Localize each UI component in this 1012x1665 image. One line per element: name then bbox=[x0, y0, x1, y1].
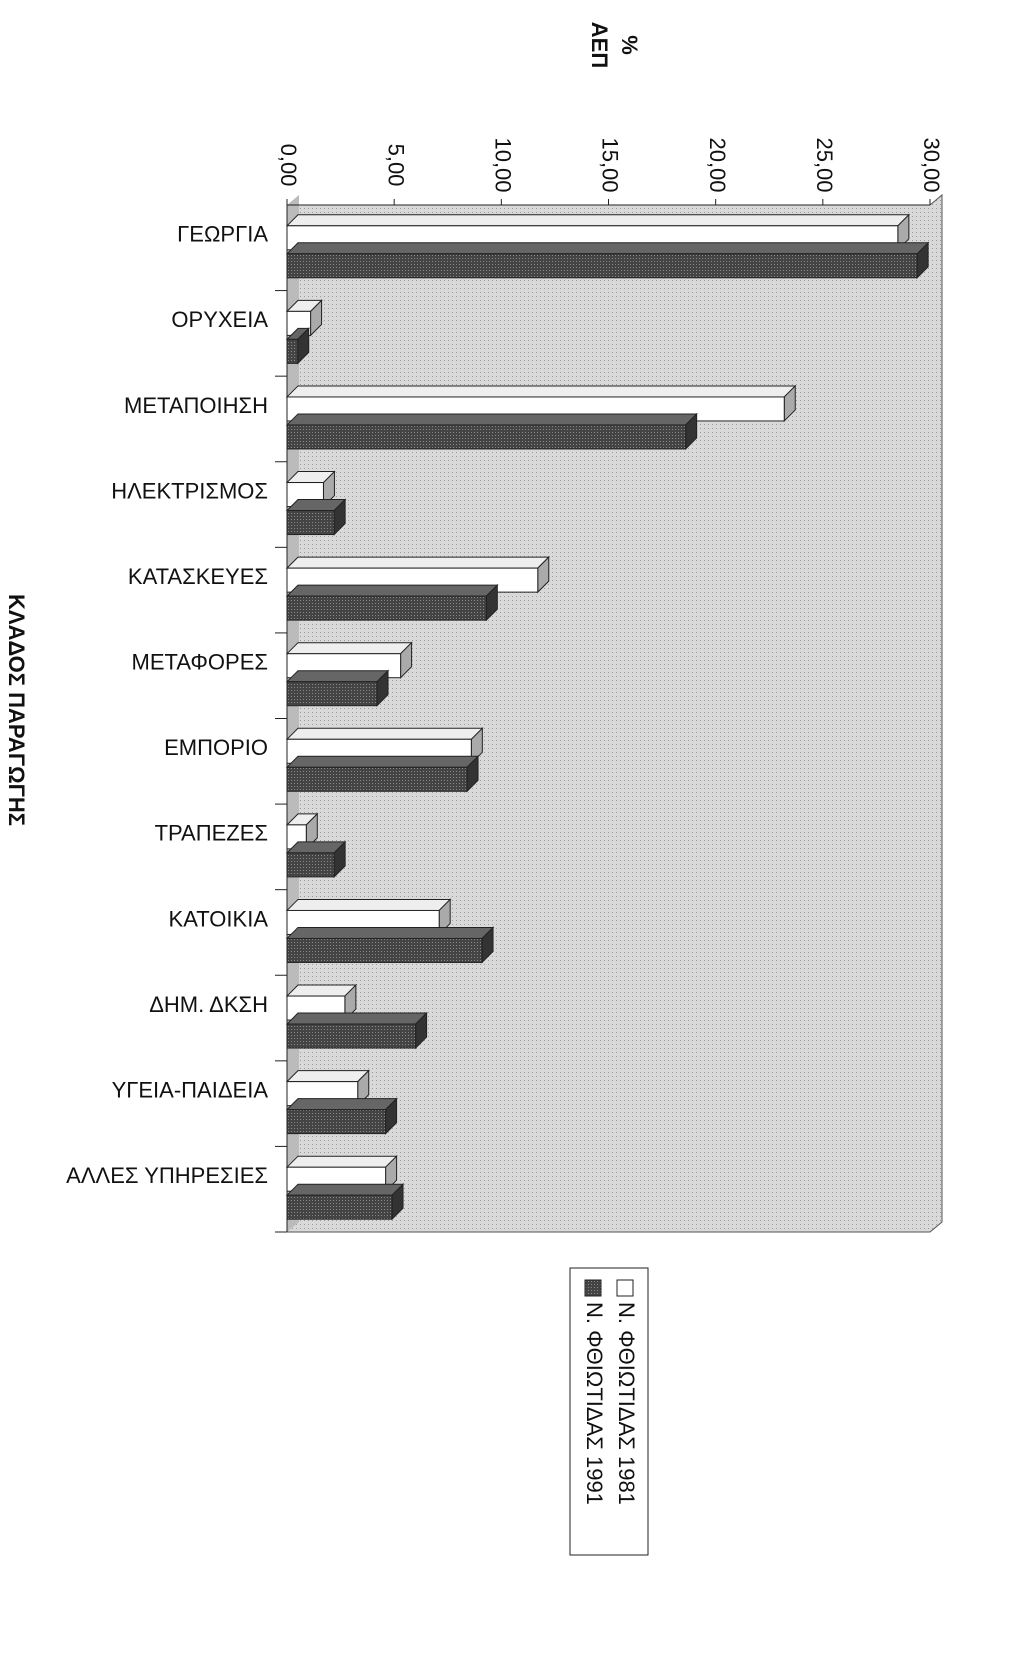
x-tick-label: ΜΕΤΑΠΟΙΗΣΗ bbox=[124, 393, 268, 418]
plot-wall bbox=[287, 195, 299, 1232]
legend-swatch bbox=[584, 1279, 602, 1297]
x-tick-label: ΚΑΤΑΣΚΕΥΕΣ bbox=[128, 564, 268, 589]
bar bbox=[286, 424, 687, 450]
bar bbox=[286, 937, 483, 963]
bar-top bbox=[285, 1098, 398, 1111]
bar bbox=[286, 766, 468, 792]
x-tick-label: ΑΛΛΕΣ ΥΠΗΡΕΣΙΕΣ bbox=[66, 1163, 268, 1188]
bar-top bbox=[285, 556, 550, 569]
bar bbox=[286, 852, 335, 878]
bar-top bbox=[285, 214, 911, 227]
y-tick-label: 25,00 bbox=[812, 137, 837, 192]
bar bbox=[286, 1109, 387, 1135]
legend-label: Ν. ΦΘΙΩΤΙΔΑΣ 1991 bbox=[582, 1302, 607, 1505]
bar bbox=[286, 1194, 393, 1220]
y-tick-label: 20,00 bbox=[705, 137, 730, 192]
bar-top bbox=[285, 898, 452, 911]
bar bbox=[286, 681, 378, 707]
bar-top bbox=[285, 385, 797, 398]
bar-top bbox=[285, 755, 480, 768]
bar bbox=[286, 1023, 417, 1049]
x-axis-label: ΚΛΑΔΟΣ ΠΑΡΑΓΩΓΗΣ bbox=[4, 594, 29, 826]
y-tick-label: 0,00 bbox=[276, 144, 301, 187]
x-tick-label: ΕΜΠΟΡΙΟ bbox=[164, 735, 268, 760]
bar bbox=[286, 253, 918, 279]
bar-top bbox=[285, 1070, 370, 1083]
bar bbox=[286, 595, 487, 621]
x-tick-label: ΤΡΑΠΕΖΕΣ bbox=[155, 821, 268, 846]
x-tick-label: ΗΛΕΚΤΡΙΣΜΟΣ bbox=[111, 478, 268, 503]
y-tick-label: 30,00 bbox=[919, 137, 944, 192]
bar-top bbox=[285, 1155, 398, 1168]
bar-top bbox=[285, 670, 390, 683]
x-tick-label: ΜΕΤΑΦΟΡΕΣ bbox=[132, 650, 268, 675]
bar-top bbox=[285, 413, 698, 426]
y-axis-label: ΑΕΠ bbox=[587, 22, 612, 68]
bar-top bbox=[285, 1183, 405, 1196]
y-axis-label: % bbox=[617, 35, 642, 55]
legend-label: Ν. ΦΘΙΩΤΙΔΑΣ 1981 bbox=[614, 1302, 639, 1505]
x-tick-label: ΥΓΕΙΑ-ΠΑΙΔΕΙΑ bbox=[112, 1077, 269, 1102]
bar-top bbox=[285, 1012, 428, 1025]
legend bbox=[569, 1267, 649, 1556]
legend-swatch bbox=[616, 1279, 634, 1297]
y-tick-label: 15,00 bbox=[598, 137, 623, 192]
bar-top bbox=[285, 984, 358, 997]
y-tick-label: 5,00 bbox=[383, 144, 408, 187]
bar-top bbox=[285, 642, 413, 655]
bar bbox=[286, 338, 299, 364]
x-tick-label: ΚΑΤΟΙΚΙΑ bbox=[169, 906, 269, 931]
bar-top bbox=[285, 926, 495, 939]
x-tick-label: ΟΡΥΧΕΙΑ bbox=[171, 307, 268, 332]
plot-area bbox=[286, 193, 943, 1233]
bar-top bbox=[285, 727, 484, 740]
bar-top bbox=[285, 242, 930, 255]
x-tick-label: ΓΕΩΡΓΙΑ bbox=[177, 222, 268, 247]
x-tick-label: ΔΗΜ. ΔΚΣΗ bbox=[149, 992, 268, 1017]
bar-top bbox=[285, 584, 499, 597]
y-tick-label: 10,00 bbox=[491, 137, 516, 192]
bar bbox=[286, 510, 335, 536]
